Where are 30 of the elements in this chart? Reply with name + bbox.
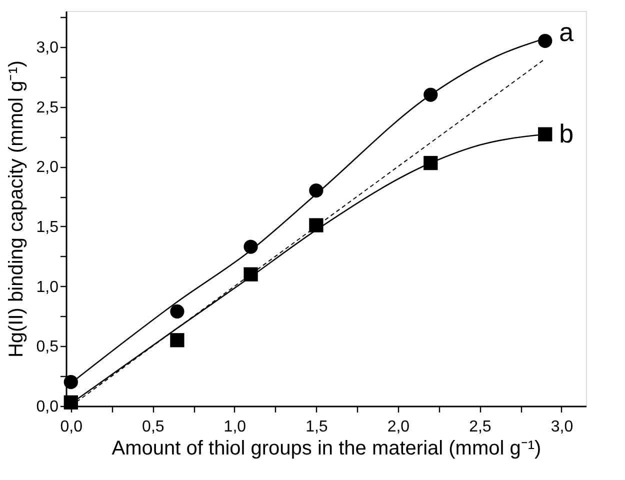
point (538, 34, 552, 48)
point (309, 218, 324, 232)
y-tick-label: 2,5 (36, 99, 59, 116)
y-tick-label: 1,5 (36, 218, 59, 236)
y-tick-label: 2,0 (36, 159, 59, 176)
series-label: b (559, 118, 574, 148)
x-axis-title: Amount of thiol groups in the material (mmol g⁻¹) (112, 438, 542, 460)
x-tick-label: 1,5 (306, 418, 328, 436)
x-tick-label: 2,5 (469, 418, 492, 436)
y-tick-label: 0,5 (36, 338, 59, 356)
x-tick-label: 3,0 (550, 418, 574, 436)
y-tick-label: 0,0 (36, 398, 59, 416)
y-tick-label: 3,0 (36, 39, 59, 56)
point (170, 304, 184, 318)
point (64, 395, 78, 410)
point (424, 156, 438, 170)
point (244, 267, 258, 282)
x-tick-label: 1,0 (224, 418, 246, 436)
x-tick-label: 0,0 (60, 418, 83, 436)
point (538, 127, 552, 142)
x-tick-label: 2,0 (387, 418, 410, 436)
point (170, 333, 184, 348)
point (244, 240, 258, 254)
point (309, 183, 324, 198)
series-label: a (559, 16, 574, 47)
point (64, 375, 78, 390)
y-axis-title: Hg(II) binding capacity (mmol g⁻¹) (5, 60, 28, 358)
point (424, 88, 438, 102)
x-tick-label: 0,5 (142, 418, 164, 436)
y-tick-label: 1,0 (36, 278, 59, 296)
